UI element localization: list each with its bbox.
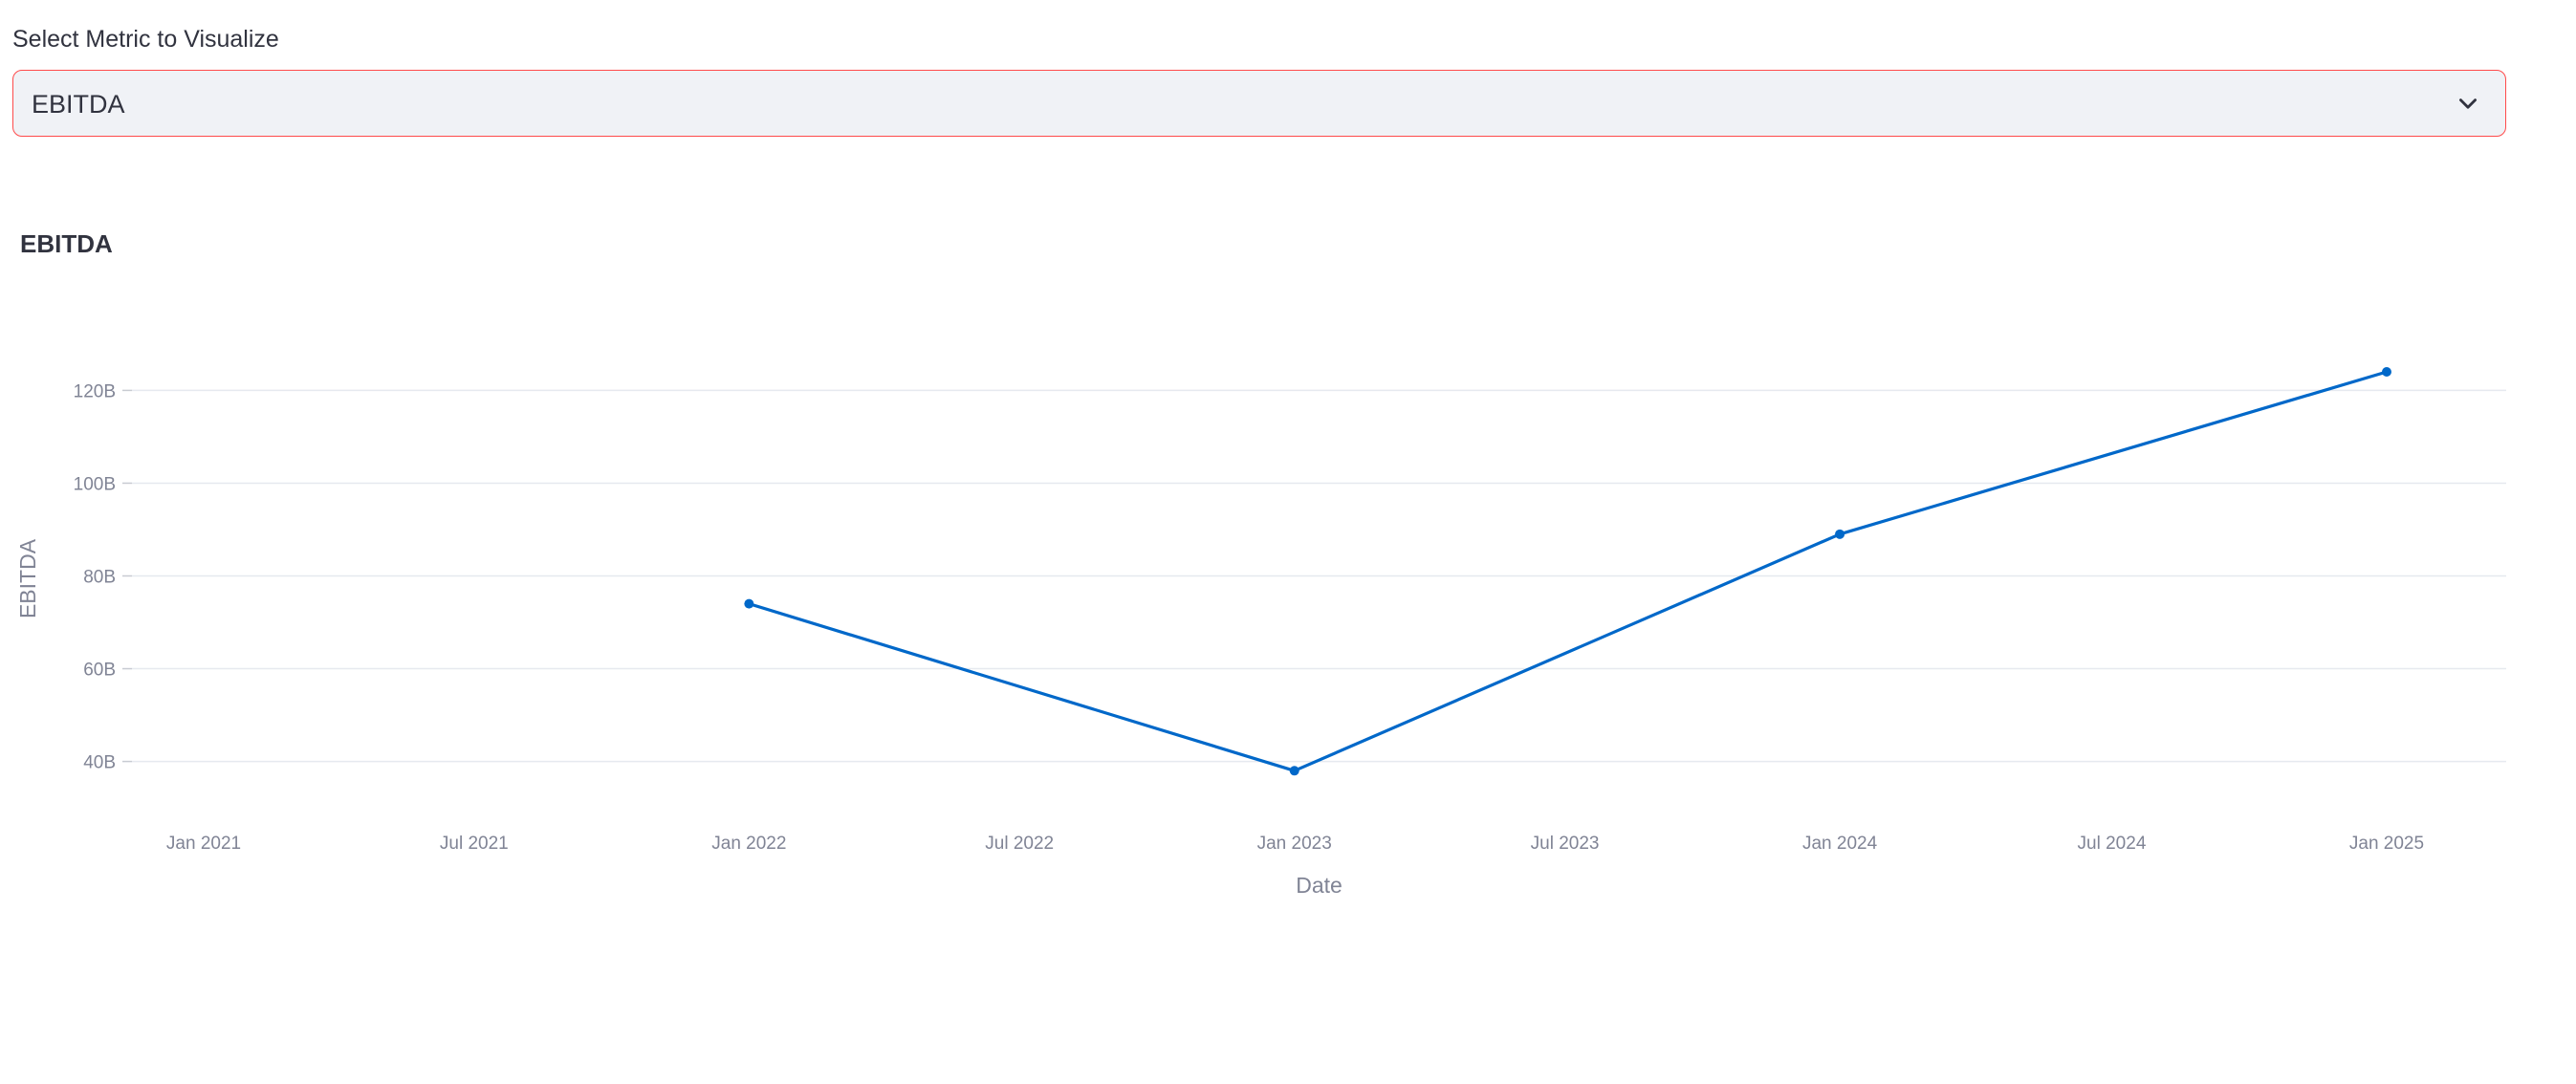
gridlines	[132, 389, 2506, 763]
x-tick-label: Jul 2022	[985, 834, 1054, 854]
x-axis-title: Date	[1296, 873, 1343, 898]
x-tick-label: Jan 2023	[1257, 834, 1332, 854]
y-axis-ticks: 40B 60B 80B 100B 120B	[74, 381, 132, 773]
data-point[interactable]	[2381, 367, 2391, 377]
chevron-down-icon[interactable]	[2456, 92, 2480, 117]
x-tick-label: Jul 2021	[440, 834, 509, 854]
y-tick-label: 100B	[74, 474, 116, 494]
y-tick-label: 80B	[83, 568, 116, 588]
y-tick-label: 40B	[83, 753, 116, 773]
x-tick-label: Jan 2021	[166, 834, 241, 854]
x-axis-ticks: Jan 2021 Jul 2021 Jan 2022 Jul 2022 Jan 2023…	[166, 834, 2424, 854]
x-tick-label: Jul 2023	[1531, 834, 1600, 854]
x-tick-label: Jan 2025	[2349, 834, 2424, 854]
x-tick-label: Jul 2024	[2078, 834, 2147, 854]
metric-select-value: EBITDA	[32, 90, 125, 119]
series-line	[747, 370, 2389, 772]
y-tick-label: 120B	[74, 381, 116, 401]
data-point[interactable]	[1835, 529, 1845, 539]
x-tick-label: Jan 2022	[711, 834, 786, 854]
y-axis-title: EBITDA	[15, 538, 40, 618]
metric-select-label: Select Metric to Visualize	[12, 26, 279, 53]
chart-title: EBITDA	[20, 229, 113, 258]
x-tick-label: Jan 2024	[1802, 834, 1878, 854]
data-point[interactable]	[1289, 766, 1299, 776]
data-point[interactable]	[744, 598, 754, 609]
y-tick-label: 60B	[83, 661, 116, 681]
metric-select[interactable]: EBITDA	[12, 70, 2506, 137]
series-layer	[744, 367, 2391, 776]
